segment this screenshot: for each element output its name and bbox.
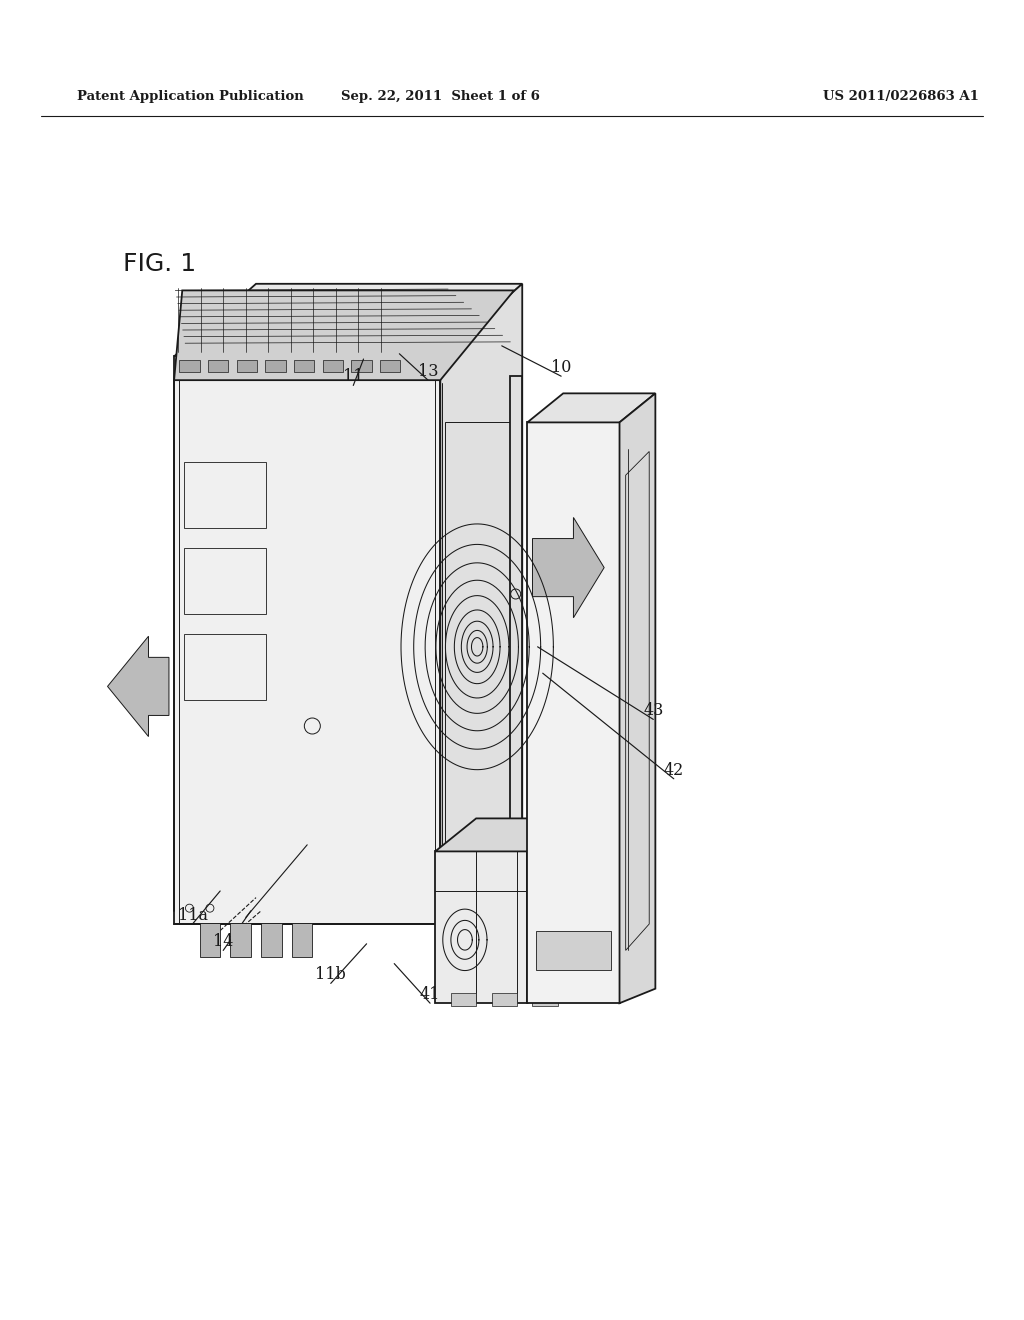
Text: 42: 42 xyxy=(664,762,684,779)
Polygon shape xyxy=(527,818,568,1003)
Text: Sep. 22, 2011  Sheet 1 of 6: Sep. 22, 2011 Sheet 1 of 6 xyxy=(341,90,540,103)
Text: 41: 41 xyxy=(420,986,440,1003)
Text: 13: 13 xyxy=(418,363,438,380)
Polygon shape xyxy=(527,393,655,422)
Polygon shape xyxy=(208,360,228,372)
Polygon shape xyxy=(323,360,343,372)
Polygon shape xyxy=(435,818,568,851)
Polygon shape xyxy=(510,376,522,884)
Polygon shape xyxy=(451,993,476,1006)
Text: 10: 10 xyxy=(551,359,571,376)
Polygon shape xyxy=(108,636,169,737)
Bar xyxy=(230,923,251,957)
Text: 11a: 11a xyxy=(177,907,208,924)
Polygon shape xyxy=(532,993,558,1006)
Bar xyxy=(261,923,282,957)
Text: 11b: 11b xyxy=(315,966,346,983)
Polygon shape xyxy=(440,284,522,924)
Polygon shape xyxy=(174,356,440,924)
Polygon shape xyxy=(532,517,604,618)
Polygon shape xyxy=(265,360,286,372)
Polygon shape xyxy=(294,360,314,372)
Polygon shape xyxy=(435,851,527,1003)
Text: 43: 43 xyxy=(643,702,664,719)
Bar xyxy=(292,923,312,957)
Text: 14: 14 xyxy=(213,933,233,950)
Polygon shape xyxy=(380,360,400,372)
Bar xyxy=(200,923,220,957)
Polygon shape xyxy=(237,360,257,372)
Text: Patent Application Publication: Patent Application Publication xyxy=(77,90,303,103)
Polygon shape xyxy=(527,422,620,1003)
Polygon shape xyxy=(179,360,200,372)
Polygon shape xyxy=(174,290,514,380)
Text: US 2011/0226863 A1: US 2011/0226863 A1 xyxy=(823,90,979,103)
Polygon shape xyxy=(492,993,517,1006)
Polygon shape xyxy=(174,284,522,356)
Polygon shape xyxy=(536,931,611,970)
Text: 11: 11 xyxy=(343,368,364,385)
Text: FIG. 1: FIG. 1 xyxy=(123,252,196,276)
Polygon shape xyxy=(620,393,655,1003)
Polygon shape xyxy=(351,360,372,372)
